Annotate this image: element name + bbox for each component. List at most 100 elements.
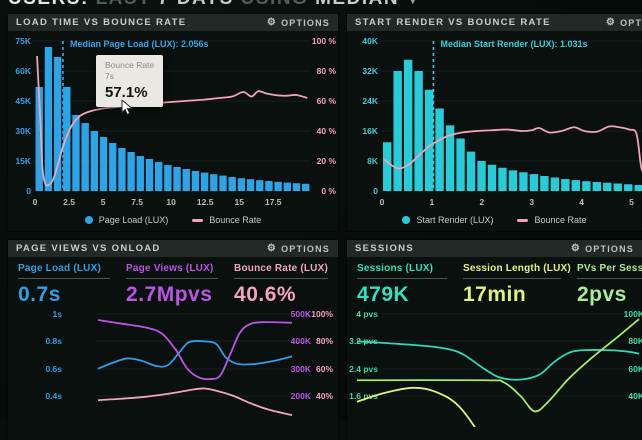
metric-page-load: Page Load (LUX) 0.7s xyxy=(18,263,111,307)
histogram-bar[interactable] xyxy=(540,176,549,191)
histogram-bar[interactable] xyxy=(99,137,108,191)
y-axis-tick: 45K xyxy=(15,96,31,106)
histogram-bar[interactable] xyxy=(519,172,528,191)
panel-start-render: START RENDER VS BOUNCE RATE ⚙ OPTIONS 40… xyxy=(347,14,642,231)
histogram-bar[interactable] xyxy=(274,181,282,191)
histogram-bar[interactable] xyxy=(624,184,633,191)
chart-load-time[interactable]: 75K 100 % 60K 80 % 45K 60 % 30K 40 % 15K 20 % 0 0 %… xyxy=(8,31,338,211)
legend-item-bounce-rate[interactable]: Bounce Rate xyxy=(517,215,587,225)
histogram-bar[interactable] xyxy=(634,185,642,191)
legend-item-start-render[interactable]: Start Render (LUX) xyxy=(402,215,493,225)
histogram-bar[interactable] xyxy=(571,180,581,191)
histogram-bar[interactable] xyxy=(200,172,209,191)
histogram-bar[interactable] xyxy=(53,57,62,191)
histogram-bar[interactable] xyxy=(498,167,507,191)
histogram-bar[interactable] xyxy=(382,142,392,191)
divider xyxy=(126,278,219,279)
histogram-bar[interactable] xyxy=(550,177,560,192)
histogram-bar[interactable] xyxy=(592,182,601,191)
options-button[interactable]: ⚙ OPTIONS xyxy=(605,16,642,28)
chart-start-render[interactable]: 40K 32K 24K 16K 8K 0 0 1 2 3 4 5 Median Start Render… xyxy=(347,31,642,211)
histogram-bar[interactable] xyxy=(136,156,144,191)
histogram-bar[interactable] xyxy=(63,87,71,191)
chart-svg-load-time: 75K 100 % 60K 80 % 45K 60 % 30K 40 % 15K 20 % 0 0 %… xyxy=(15,36,337,207)
histogram-bar[interactable] xyxy=(228,177,236,191)
legend-dot-icon xyxy=(402,216,411,224)
gear-icon: ⚙ xyxy=(605,16,617,28)
options-button[interactable]: ⚙ OPTIONS xyxy=(267,17,330,28)
histogram-bar[interactable] xyxy=(292,183,301,191)
aggregation-selector[interactable]: MEDIAN xyxy=(315,0,399,9)
y-axis-tick: 0 xyxy=(26,186,31,196)
histogram-bar[interactable] xyxy=(603,182,612,191)
histogram-bar[interactable] xyxy=(403,59,413,191)
divider xyxy=(357,278,447,279)
series-line[interactable] xyxy=(356,340,640,381)
histogram-bar[interactable] xyxy=(283,182,292,191)
series-line[interactable] xyxy=(97,319,293,381)
legend-item-bounce-rate[interactable]: Bounce Rate xyxy=(192,215,261,225)
histogram-bar[interactable] xyxy=(393,71,402,191)
series-line[interactable] xyxy=(97,339,293,370)
legend: Start Render (LUX) Bounce Rate xyxy=(347,211,642,229)
histogram-bar[interactable] xyxy=(81,123,89,191)
histogram-bar[interactable] xyxy=(302,183,310,191)
histogram-bar[interactable] xyxy=(529,174,539,191)
histogram-bar[interactable] xyxy=(173,167,181,191)
histogram-bar[interactable] xyxy=(145,159,154,191)
histogram-bar[interactable] xyxy=(90,131,99,191)
legend-item-page-load[interactable]: Page Load (LUX) xyxy=(84,215,168,225)
histogram-bar[interactable] xyxy=(508,170,518,191)
histogram-bar[interactable] xyxy=(72,115,80,191)
histogram-bar[interactable] xyxy=(435,108,444,192)
y-axis-tick: 0.6s xyxy=(45,364,62,374)
y-axis-tick: 30K xyxy=(15,126,31,136)
histogram-bar[interactable] xyxy=(265,181,273,191)
histogram-bar[interactable] xyxy=(456,138,465,192)
y-axis-tick: 16K xyxy=(362,126,378,136)
chevron-down-icon[interactable]: ▼ xyxy=(406,0,421,7)
x-axis-tick: 17.5 xyxy=(265,197,282,207)
histogram-bar[interactable] xyxy=(487,164,497,191)
options-button[interactable]: ⚙ OPTIONS xyxy=(267,243,330,254)
y-axis-tick-right: 80K xyxy=(628,336,642,346)
histogram-bar[interactable] xyxy=(424,89,434,191)
series-line[interactable] xyxy=(356,318,640,413)
series-line[interactable] xyxy=(97,387,293,417)
y-axis-tick: 1.6 pvs xyxy=(349,391,378,401)
chart-page-views-onload[interactable]: 1s 500K 100% 0.8s 400K 80% 0.6s 300K 60% 0.4s 200K… xyxy=(8,307,338,427)
histogram-bar[interactable] xyxy=(35,87,43,191)
histogram-bar[interactable] xyxy=(219,175,227,191)
y-axis-tick-right: 200K xyxy=(291,391,312,401)
divider xyxy=(577,278,642,279)
y-axis-tick: 8K xyxy=(367,156,379,166)
histogram-bar[interactable] xyxy=(182,169,190,191)
histogram-bar[interactable] xyxy=(44,47,53,191)
histogram-bar[interactable] xyxy=(582,181,591,191)
histogram-bar[interactable] xyxy=(155,162,163,191)
bounce-rate-line[interactable] xyxy=(383,125,642,172)
histogram-bar[interactable] xyxy=(414,71,423,191)
metric-value: 17min xyxy=(463,283,527,306)
x-axis-tick: 7.5 xyxy=(131,197,143,207)
histogram-bar[interactable] xyxy=(466,151,476,191)
y-axis-tick-right: 100 % xyxy=(312,36,337,46)
histogram-bar[interactable] xyxy=(164,165,172,191)
histogram-bar[interactable] xyxy=(477,161,486,191)
histogram-bar[interactable] xyxy=(237,178,246,191)
histogram-bar[interactable] xyxy=(246,179,255,191)
divider xyxy=(234,278,328,279)
histogram-bar[interactable] xyxy=(127,152,135,191)
options-button[interactable]: ⚙ OPTIONS xyxy=(571,243,634,254)
histogram-bar[interactable] xyxy=(561,179,570,191)
series-line[interactable] xyxy=(356,386,498,427)
histogram-bar[interactable] xyxy=(210,174,218,191)
chart-sessions[interactable]: 4 pvs 100K 3.2 pvs 80K 2.4 pvs 60K 1.6 pvs 40K xyxy=(347,307,642,427)
metric-pvs-per-session: PVs Per Session 2pvs xyxy=(577,263,642,307)
histogram-bar[interactable] xyxy=(445,125,455,191)
histogram-bar[interactable] xyxy=(118,148,126,191)
histogram-bar[interactable] xyxy=(256,180,264,191)
histogram-bar[interactable] xyxy=(613,183,622,192)
histogram-bar[interactable] xyxy=(109,143,117,191)
histogram-bar[interactable] xyxy=(191,171,200,191)
